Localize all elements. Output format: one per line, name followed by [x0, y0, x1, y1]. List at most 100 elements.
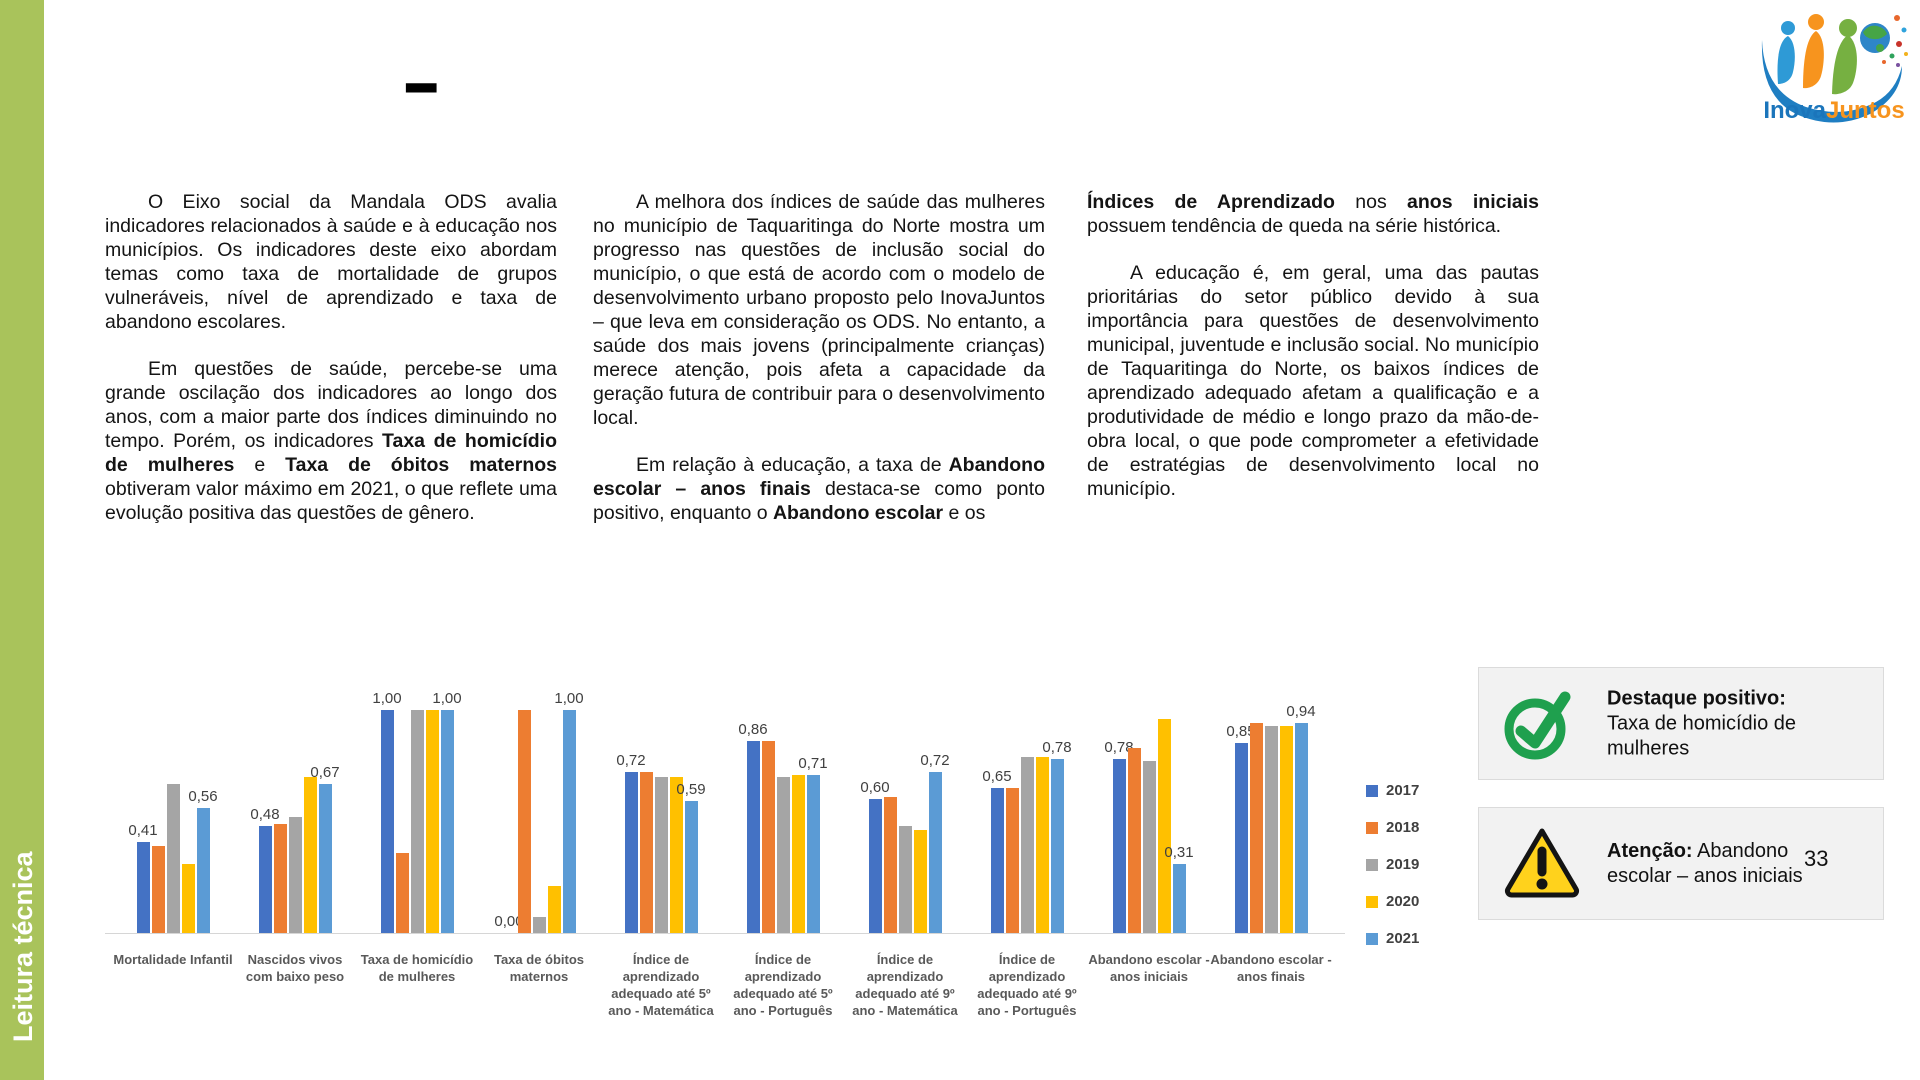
text-run: A melhora dos índices de saúde das mulhe… — [593, 191, 1045, 429]
paragraph: Em relação à educação, a taxa de Abandon… — [593, 453, 1045, 525]
bar-2017: 0,60 — [860, 779, 890, 933]
legend-swatch-2017 — [1366, 784, 1378, 797]
legend-label-2019: 2019 — [1386, 856, 1420, 873]
category-label: Índice de aprendizado adequado até 9º an… — [977, 952, 1077, 1018]
text-run: obtiveram valor máximo em 2021, o que re… — [105, 478, 557, 524]
bar-2017: 0,48 — [250, 806, 280, 933]
paragraph: O Eixo social da Mandala ODS avalia indi… — [105, 190, 557, 334]
bar-value-label: 0,86 — [738, 721, 768, 739]
text-run: destaca-se como ponto positivo, enquanto… — [593, 478, 1045, 524]
bar-2021: 0,67 — [310, 764, 340, 933]
bar-2018 — [517, 710, 531, 933]
bar-value-label: 0,59 — [676, 781, 706, 799]
bar-2018 — [639, 772, 653, 933]
chart-legend: 2017 2018 2019 2020 2021 — [1366, 782, 1419, 967]
bar-group: 0,72 0,59 — [600, 686, 722, 933]
bar-2017: 0,78 — [1104, 739, 1134, 933]
title-dash: – — [404, 30, 439, 134]
bar-2017: 0,86 — [738, 721, 768, 933]
callout-positive-body: Taxa de homicídio de mulheres — [1607, 712, 1797, 759]
bar-value-label: 0,41 — [128, 821, 158, 839]
bar-2021: 0,72 — [920, 752, 950, 933]
sidebar-label: Leitura técnica — [7, 851, 38, 1042]
bar-value-label: 0,67 — [310, 763, 340, 781]
callout-warning-title: Atenção: — [1607, 839, 1693, 862]
bar-chart: 0,41 0,56 Mortalidade Infantil 0,48 0,67 Nasc… — [105, 686, 1345, 1056]
bar-2021: 1,00 — [554, 690, 584, 933]
legend-label-2017: 2017 — [1386, 782, 1420, 799]
category-label: Nascidos vivos com baixo peso — [245, 952, 345, 984]
text-run: Abandono escolar – anos finais — [593, 454, 1045, 500]
logo-person-blue-body — [1777, 36, 1795, 84]
check-icon — [1499, 683, 1583, 770]
bar-2020 — [913, 830, 927, 933]
bar-2021: 0,59 — [676, 781, 706, 933]
bar-value-label: 0,72 — [920, 752, 950, 770]
bar-2019 — [776, 776, 790, 933]
bar-2020 — [303, 776, 317, 933]
bar-value-label: 0,60 — [860, 779, 890, 797]
bar-2020 — [1035, 756, 1049, 933]
category-label: Taxa de óbitos maternos — [493, 952, 585, 984]
text-run: nos — [1334, 191, 1408, 213]
bar-value-label: 0,78 — [1104, 739, 1134, 757]
logo-dot — [1901, 27, 1907, 33]
bar-value-label: 0,78 — [1042, 739, 1072, 757]
text-run: Abandono escolar — [772, 502, 944, 524]
bar-group: 0,85 0,94 — [1210, 686, 1332, 933]
logo-globe-land — [1863, 25, 1887, 40]
legend-label-2020: 2020 — [1386, 893, 1420, 910]
bar-group: 0,60 0,72 — [844, 686, 966, 933]
bar-2018 — [273, 823, 287, 933]
legend-swatch-2018 — [1366, 821, 1378, 834]
legend-item-2017: 2017 — [1366, 782, 1419, 799]
bar-2019 — [1142, 761, 1156, 933]
logo-dot — [1882, 60, 1886, 64]
bar-2017: 0,41 — [128, 822, 158, 933]
category-label: Taxa de homicídio de mulheres — [360, 952, 474, 984]
bar-2019 — [654, 776, 668, 933]
bar-value-label: 0,48 — [250, 805, 280, 823]
logo-globe-land2 — [1876, 44, 1884, 52]
text-column-2: A melhora dos índices de saúde das mulhe… — [593, 190, 1045, 548]
bar-2020 — [181, 863, 195, 933]
bar-value-label: 0,31 — [1164, 843, 1194, 861]
inovajuntos-logo: InovaJuntos — [1748, 4, 1912, 131]
logo-dot — [1896, 41, 1902, 47]
text-run: Taxa de óbitos maternos — [285, 454, 557, 476]
bar-value-label: 0,85 — [1226, 723, 1256, 741]
legend-swatch-2020 — [1366, 895, 1378, 908]
bar-value-label: 1,00 — [372, 690, 402, 707]
bar-2019 — [410, 710, 424, 933]
bar-2019 — [898, 825, 912, 933]
bar-2017: 0,85 — [1226, 723, 1256, 933]
bar-group: 0,41 0,56 — [112, 686, 234, 933]
bar-2017: 1,00 — [372, 690, 402, 933]
bar-value-label: 0,72 — [616, 752, 646, 770]
bar-2018 — [761, 741, 775, 933]
bar-2020 — [1157, 718, 1171, 933]
bar-2020 — [1279, 725, 1293, 933]
logo-person-blue-head — [1781, 21, 1795, 35]
category-label: Índice de aprendizado adequado até 5º an… — [733, 952, 833, 1018]
text-run: Em questões de saúde, percebe-se uma gra… — [105, 358, 557, 452]
text-run: Índices de Aprendizado — [1087, 191, 1335, 213]
legend-item-2021: 2021 — [1366, 930, 1419, 947]
bar-2020 — [547, 886, 561, 933]
text-run: e os — [943, 502, 986, 524]
bar-group: 1,00 1,00 — [356, 686, 478, 933]
bar-group: 0,00 1,00 — [478, 686, 600, 933]
legend-item-2020: 2020 — [1366, 893, 1419, 910]
text-run: e — [234, 454, 286, 476]
category-label: Índice de aprendizado adequado até 9º an… — [852, 952, 958, 1018]
text-run: Em relação à educação, a taxa de — [636, 454, 949, 476]
bar-group: 0,78 0,31 — [1088, 686, 1210, 933]
x-axis-line — [105, 933, 1345, 934]
logo-dot — [1896, 63, 1900, 67]
bar-value-label: 0,65 — [982, 768, 1012, 786]
bar-2019 — [532, 917, 546, 933]
legend-swatch-2021 — [1366, 932, 1378, 945]
paragraph: A melhora dos índices de saúde das mulhe… — [593, 190, 1045, 430]
bar-2018 — [1249, 723, 1263, 933]
bar-2018 — [1005, 788, 1019, 933]
